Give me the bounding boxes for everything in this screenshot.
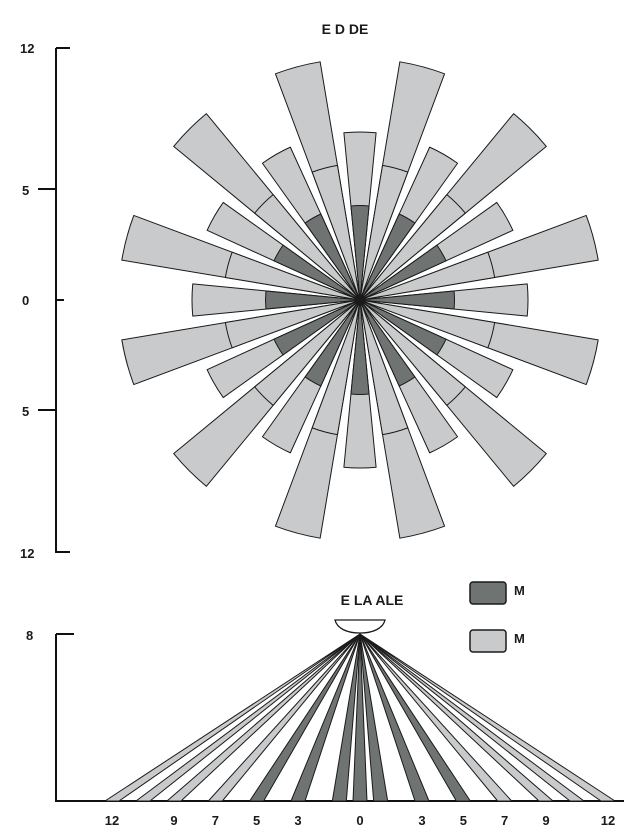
side-x-tick-label-4: 3 [294,813,301,828]
side-x-tick-label-7: 5 [460,813,467,828]
side-zone-dark-4 [249,633,361,802]
side-x-tick-label-1: 9 [170,813,177,828]
side-zone-light-2 [166,633,361,802]
side-view-title: E LA ALE [341,592,404,608]
side-zone-light-14 [359,633,616,802]
top-zone-dark-r3-4 [359,299,447,356]
side-zone-dark-9 [359,633,430,802]
side-view-pattern [104,633,616,802]
top-view-pattern [121,61,599,539]
top-tick-label-5-upper: 5 [22,183,29,198]
top-zone-light-r2-1 [359,194,466,301]
top-zone-light-r2-11 [311,164,361,301]
legend-swatch-dark [469,581,507,605]
side-x-tick-label-5: 0 [356,813,363,828]
side-zone-dark-7 [352,633,368,802]
side-x-tick-label-0: 12 [105,813,119,828]
legend-swatch-light [469,629,507,653]
top-zone-light-r2-5 [359,299,409,436]
side-zone-light-0 [104,633,361,802]
top-tick-label-12-lower: 12 [20,546,34,561]
top-zone-dark-r3-5 [359,299,416,387]
top-zone-light-r2-7 [254,299,361,406]
legend: M M [469,581,525,653]
side-x-tick-label-2: 7 [212,813,219,828]
side-x-tick-label-8: 7 [501,813,508,828]
side-zone-dark-10 [359,633,471,802]
top-zone-dark-r3-10 [273,244,361,301]
top-view-axis: 12 5 0 5 12 [20,41,70,561]
top-zone-light-r2-3 [359,299,496,349]
side-x-tick-label-3: 5 [253,813,260,828]
side-height-tick-label: 8 [26,628,33,643]
top-tick-label-0: 0 [22,293,29,308]
top-tick-label-5-lower: 5 [22,404,29,419]
side-x-tick-label-6: 3 [418,813,425,828]
top-zone-dark-r3-1 [359,213,416,301]
legend-label-light: M [514,631,525,646]
side-zone-dark-8 [359,633,389,802]
top-view-title: E D DE [322,21,369,37]
side-view-axis: 8 [26,628,624,802]
side-zone-light-13 [359,633,585,802]
top-zone-dark-r3-2 [359,244,447,301]
side-x-tick-label-9: 9 [542,813,549,828]
side-zone-light-12 [359,633,554,802]
top-zone-dark-r3-8 [273,299,361,356]
top-zone-light-r2-2 [359,251,496,301]
sensor-lens-icon [334,619,386,634]
side-zone-dark-5 [290,633,361,802]
top-zone-light-r2-8 [224,299,361,349]
top-zone-dark-r3-0 [350,205,370,301]
side-x-tick-label-10: 12 [601,813,615,828]
top-tick-label-12-upper: 12 [20,41,34,56]
side-zone-light-3 [207,633,361,802]
top-zone-light-r2-6 [311,299,361,436]
side-zone-light-1 [135,633,361,802]
side-x-tick-labels: 12 9 7 5 3 0 3 5 7 9 12 [105,813,615,828]
top-zone-dark-r3-7 [304,299,361,387]
top-zone-dark-r3-3 [359,290,455,310]
top-zone-light-r2-0 [359,164,409,301]
top-zone-light-r2-10 [254,194,361,301]
top-zone-light-r2-9 [224,251,361,301]
legend-label-dark: M [514,583,525,598]
top-zone-light-r2-4 [359,299,466,406]
top-zone-dark-r3-11 [304,213,361,301]
side-zone-dark-6 [331,633,361,802]
side-zone-light-11 [359,633,513,802]
top-zone-dark-r3-6 [350,299,370,395]
top-zone-dark-r3-9 [265,290,361,310]
